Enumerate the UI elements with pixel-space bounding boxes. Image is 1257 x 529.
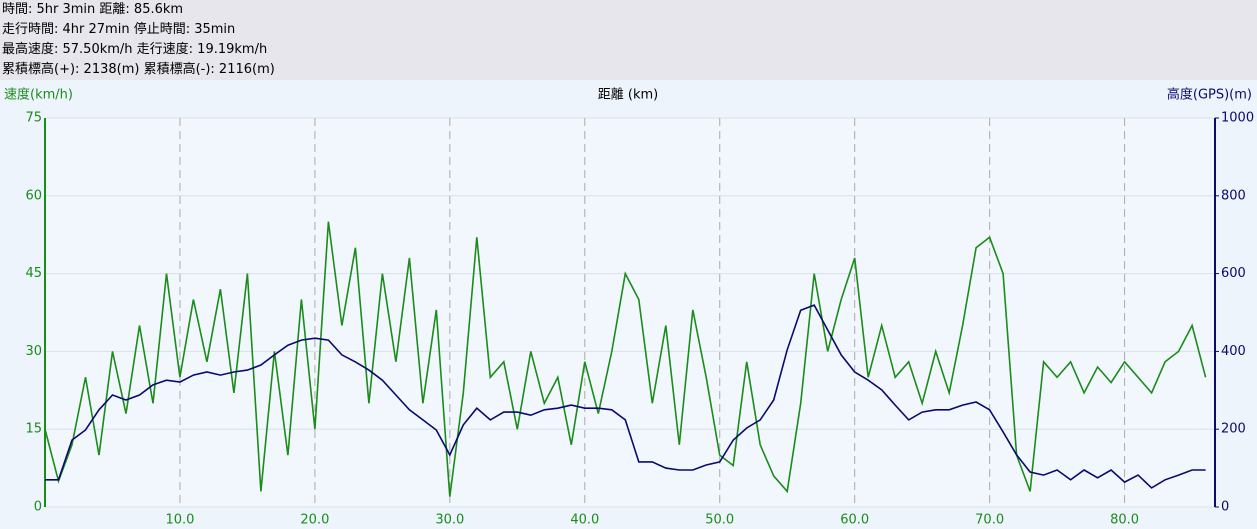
summary-header: 時間: 5hr 3min 距離: 85.6km 走行時間: 4hr 27min …: [0, 0, 1257, 80]
summary-line: 時間: 5hr 3min 距離: 85.6km: [2, 2, 184, 17]
y2-tick-label: 600: [1221, 266, 1246, 281]
y-tick-label: 15: [25, 422, 42, 437]
chart: 速度(km/h) 距離 (km) 高度(GPS)(m) 0 15 30 45 60 75 0…: [4, 87, 1254, 528]
y2-tick-label: 1000: [1221, 111, 1254, 126]
x-tick-label: 50.0: [705, 513, 734, 528]
x-tick-label: 10.0: [165, 513, 194, 528]
x-tick-label: 80.0: [1110, 513, 1139, 528]
y2-axis-label: 高度(GPS)(m): [1167, 87, 1252, 103]
data-line: [44, 221, 1207, 497]
y2-tick-label: 0: [1221, 500, 1229, 515]
x-tick-label: 40.0: [570, 513, 599, 528]
y-axis-label: 速度(km/h): [4, 87, 73, 103]
x-tick-label: 20.0: [300, 513, 329, 528]
plot-area: [45, 118, 1215, 507]
y2-tick-label: 200: [1221, 422, 1246, 437]
y-tick-label: 60: [25, 188, 42, 203]
y-tick-label: 30: [25, 344, 42, 359]
x-tick-label: 70.0: [975, 513, 1004, 528]
y2-tick-label: 400: [1221, 344, 1246, 359]
summary-line: 最高速度: 57.50km/h 走行速度: 19.19km/h: [2, 42, 268, 57]
y-tick-label: 0: [34, 500, 42, 515]
summary-line: 累積標高(+): 2138(m) 累積標高(-): 2116(m): [2, 62, 275, 77]
y2-tick-label: 800: [1221, 188, 1246, 203]
x-axis-label: 距離 (km): [598, 88, 658, 103]
y-tick-label: 75: [25, 111, 42, 126]
y-tick-label: 45: [25, 266, 42, 281]
summary-line: 走行時間: 4hr 27min 停止時間: 35min: [2, 22, 236, 37]
data-line: [45, 304, 1206, 489]
x-tick-label: 30.0: [435, 513, 464, 528]
x-tick-label: 60.0: [840, 513, 869, 528]
